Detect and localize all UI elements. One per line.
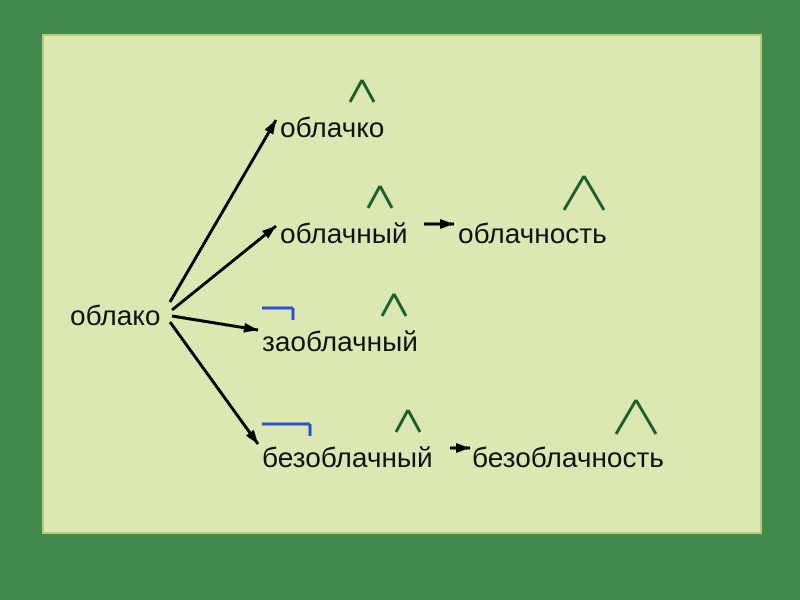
word-w4b: безоблачность xyxy=(472,442,664,474)
word-w2b: облачность xyxy=(458,218,607,250)
word-w1: облачко xyxy=(280,112,384,144)
word-w4: безоблачный xyxy=(262,442,433,474)
word-w3: заоблачный xyxy=(262,326,418,358)
outer-frame: облако облачко облачный облачность заоблачны… xyxy=(0,0,800,600)
word-root: облако xyxy=(70,300,160,332)
word-w2: облачный xyxy=(280,218,407,250)
